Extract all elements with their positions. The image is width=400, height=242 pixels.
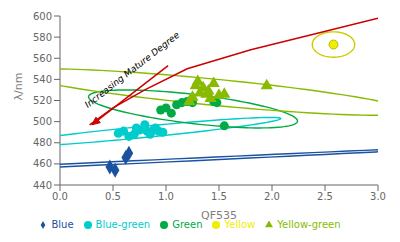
- html-text:Blue-green: Blue-green: [95, 219, 151, 230]
- svg-text:Increasing Mature Degree: Increasing Mature Degree: [83, 30, 182, 110]
- svg-text:0.0: 0.0: [52, 191, 68, 202]
- svg-text:520: 520: [33, 95, 52, 106]
- svg-text:480: 480: [33, 137, 52, 148]
- svg-text:2.5: 2.5: [317, 191, 333, 202]
- html-text:Blue: Blue: [51, 219, 74, 230]
- svg-text:600: 600: [33, 11, 52, 22]
- svg-text:1.0: 1.0: [158, 191, 174, 202]
- svg-text:QF535: QF535: [201, 209, 237, 222]
- svg-text:540: 540: [33, 74, 52, 85]
- svg-text:λ/nm: λ/nm: [12, 73, 25, 101]
- html-text:Green: Green: [172, 219, 203, 230]
- html-text:Yellow: Yellow: [224, 219, 256, 230]
- svg-text:440: 440: [33, 180, 52, 191]
- html-text:Yellow-green: Yellow-green: [277, 219, 341, 230]
- svg-text:2.0: 2.0: [264, 191, 280, 202]
- svg-text:560: 560: [33, 53, 52, 64]
- svg-text:3.0: 3.0: [370, 191, 386, 202]
- svg-text:0.5: 0.5: [105, 191, 121, 202]
- svg-text:460: 460: [33, 158, 52, 169]
- svg-text:580: 580: [33, 32, 52, 43]
- svg-text:500: 500: [33, 116, 52, 127]
- svg-text:1.5: 1.5: [211, 191, 227, 202]
